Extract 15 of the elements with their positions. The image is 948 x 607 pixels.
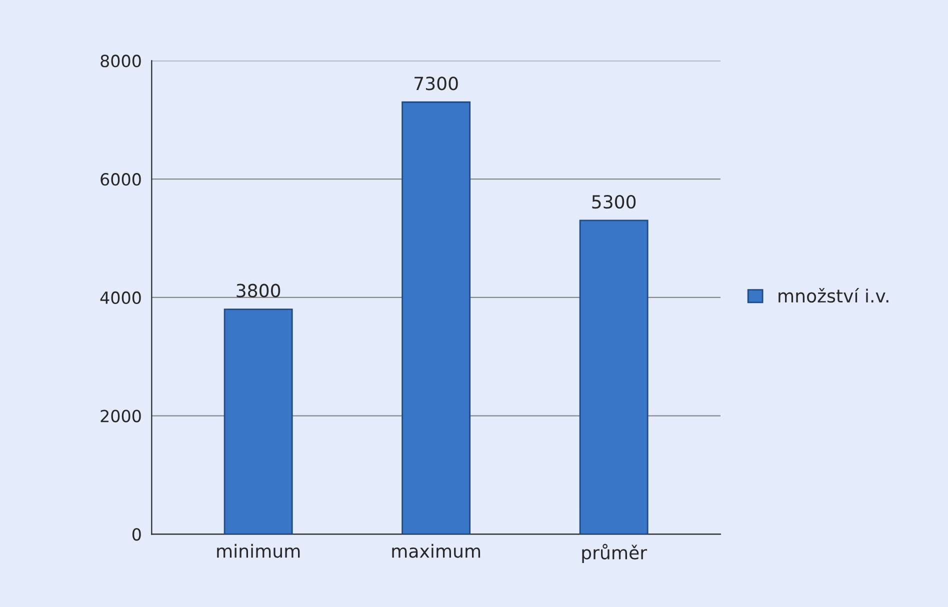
bar: [402, 101, 471, 534]
legend-label: množství i.v.: [778, 288, 888, 303]
bar: [224, 308, 293, 534]
data-label: 3800: [236, 284, 280, 298]
y-tick-label: 6000: [100, 173, 141, 186]
x-tick-label: minimum: [217, 544, 300, 558]
data-label: 5300: [592, 195, 636, 209]
bar: [579, 220, 648, 534]
y-tick-label: 4000: [100, 291, 141, 304]
x-tick-label: maximum: [392, 544, 480, 558]
y-tick-label: 0: [132, 528, 141, 541]
x-tick-label: průměr: [582, 544, 648, 563]
y-tick-label: 8000: [100, 54, 141, 68]
y-tick-label: 2000: [100, 410, 141, 422]
data-label: 7300: [414, 76, 458, 90]
